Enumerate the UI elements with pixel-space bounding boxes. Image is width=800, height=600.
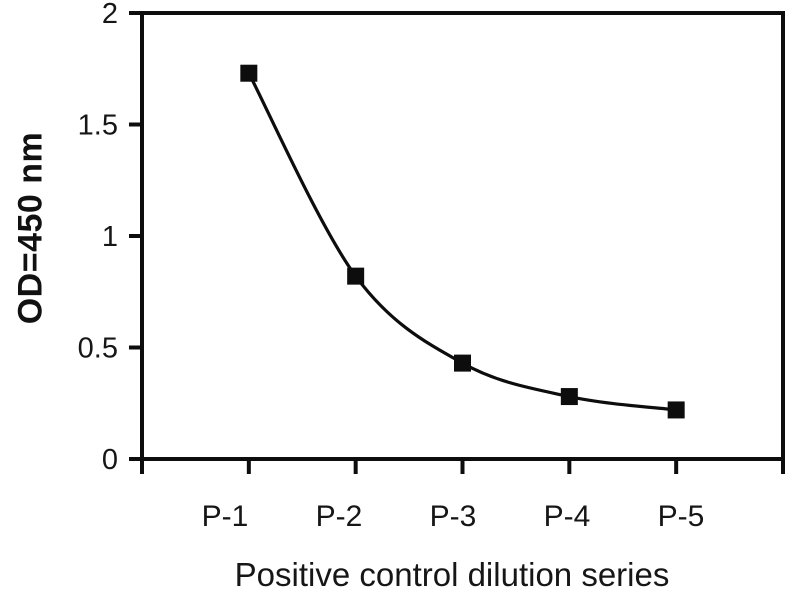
y-tick-label: 1	[102, 221, 118, 253]
series-line	[247, 72, 677, 412]
y-tick-label: 0	[102, 444, 118, 476]
data-point-P-3	[454, 354, 471, 372]
x-axis-title: Positive control dilution series	[234, 556, 670, 593]
y-tick-label: 1.5	[78, 110, 118, 142]
plot-border	[140, 11, 785, 461]
data-point-P-5	[667, 401, 685, 419]
x-tick-label-P-5: P-5	[658, 500, 705, 533]
data-point-P-4	[560, 388, 578, 406]
x-tick-label-P-2: P-2	[316, 500, 363, 533]
data-point-P-1	[240, 64, 258, 82]
y-tick-label: 0.5	[78, 333, 118, 365]
x-tick-label-P-1: P-1	[202, 500, 249, 533]
data-point-P-2	[347, 267, 365, 285]
y-tick-label: 2	[102, 0, 118, 30]
x-tick-label-P-4: P-4	[544, 500, 591, 533]
y-axis-title: OD=450 nm	[11, 131, 50, 325]
x-tick-label-P-3: P-3	[430, 500, 477, 533]
